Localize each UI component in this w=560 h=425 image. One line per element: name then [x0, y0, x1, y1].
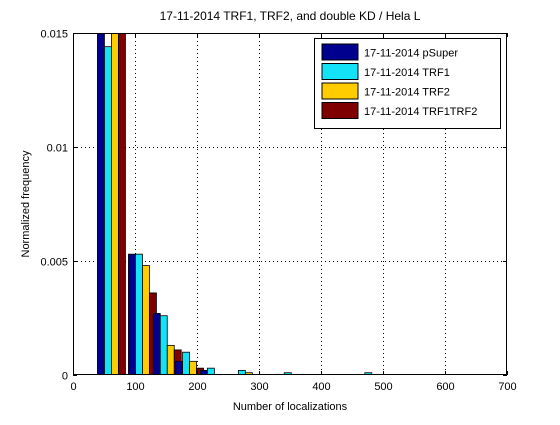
- histogram-bar: [152, 313, 161, 375]
- legend-swatch: [321, 82, 359, 100]
- histogram-bar: [159, 315, 168, 375]
- histogram-bar: [104, 46, 112, 375]
- histogram-bar: [97, 33, 105, 375]
- legend-swatch: [321, 63, 359, 80]
- x-tick-label: 300: [250, 381, 268, 393]
- legend-label: 17-11-2014 pSuper: [364, 48, 458, 60]
- histogram-bar: [182, 351, 190, 375]
- x-tick-label: 500: [374, 381, 392, 393]
- legend-swatch: [321, 43, 359, 61]
- x-tick-label: 600: [436, 381, 454, 393]
- plot-frame: [73, 33, 507, 375]
- histogram-bar: [142, 265, 150, 375]
- y-tick-label: 0: [62, 371, 68, 383]
- x-tick-label: 0: [70, 381, 76, 393]
- histogram-bar: [135, 253, 143, 375]
- legend-label: 17-11-2014 TRF1: [364, 67, 450, 79]
- x-tick-label: 200: [188, 381, 206, 393]
- x-tick-label: 100: [126, 381, 144, 393]
- histogram-bar: [111, 33, 119, 375]
- x-axis-label: Number of localizations: [233, 401, 348, 413]
- legend-label: 17-11-2014 TRF1TRF2: [364, 106, 477, 118]
- y-tick-label: 0.015: [40, 29, 68, 41]
- histogram-bar: [283, 372, 292, 375]
- legend-label: 17-11-2014 TRF2: [364, 87, 450, 99]
- histogram-bar: [364, 372, 373, 375]
- y-tick-label: 0.005: [40, 257, 68, 269]
- histogram-bar: [244, 372, 253, 375]
- histogram-bar: [189, 360, 197, 375]
- histogram-bar: [175, 360, 183, 375]
- x-tick-label: 700: [498, 381, 516, 393]
- histogram-bar: [166, 344, 175, 375]
- histogram-bar: [128, 253, 136, 375]
- axis-ticks: 0 100 200 300 400 500 600 700 0 0.005 0.01 0.015: [40, 29, 516, 394]
- y-tick-label: 0.01: [47, 143, 68, 155]
- chart-title: 17-11-2014 TRF1, TRF2, and double KD / H…: [160, 9, 421, 23]
- y-axis-label: Normalized frequency: [20, 150, 32, 257]
- histogram-bar: [206, 367, 215, 375]
- legend: 17-11-2014 pSuper 17-11-2014 TRF1 17-11-20…: [314, 38, 501, 129]
- histogram-bar: [118, 33, 126, 375]
- x-tick-label: 400: [312, 381, 330, 393]
- legend-swatch: [321, 102, 359, 119]
